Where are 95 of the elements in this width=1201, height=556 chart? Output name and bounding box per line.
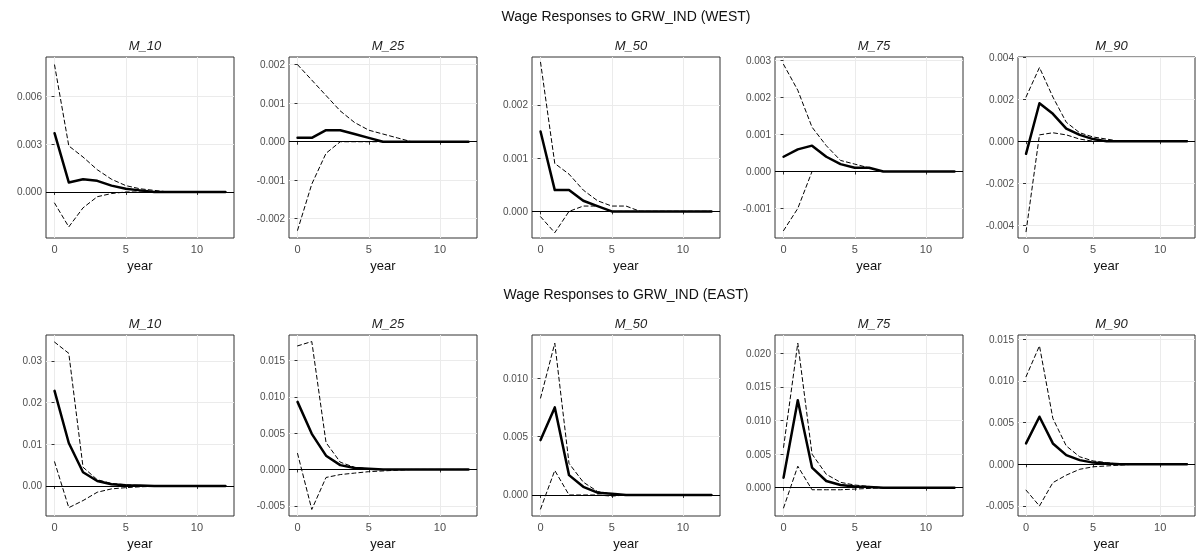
y-tick-label: -0.005 — [256, 500, 286, 512]
x-tick-label: 0 — [1022, 242, 1030, 255]
x-tick-label: 10 — [919, 520, 933, 533]
y-tick-label: 0.01 — [22, 438, 43, 450]
x-axis-title: year — [127, 535, 154, 551]
y-tick-label: 0.002 — [502, 99, 529, 111]
chart-title: M_10 — [128, 316, 163, 331]
chart-title: M_50 — [614, 38, 649, 53]
chart-subtitle: Wage Responses to GRW_IND (EAST) — [503, 286, 749, 302]
y-tick-label: 0.003 — [16, 138, 43, 150]
chart-title: M_10 — [128, 38, 163, 53]
x-tick-label: 5 — [122, 242, 129, 255]
x-tick-label: 5 — [851, 242, 858, 255]
y-tick-label: 0.005 — [259, 427, 286, 439]
y-tick-label: 0.002 — [988, 93, 1015, 105]
x-tick-label: 10 — [190, 520, 204, 533]
x-tick-label: 10 — [676, 520, 690, 533]
x-tick-label: 0 — [537, 242, 544, 255]
y-tick-label: 0.001 — [745, 129, 772, 141]
y-tick-label: 0.000 — [988, 458, 1015, 470]
y-tick-label: 0.005 — [502, 431, 529, 443]
x-tick-label: 10 — [433, 242, 447, 255]
y-tick-label: 0.000 — [259, 463, 286, 475]
x-tick-label: 0 — [51, 520, 58, 533]
y-tick-label: 0.001 — [259, 97, 286, 109]
y-tick-label: 0.006 — [16, 91, 43, 103]
y-tick-label: -0.002 — [256, 213, 286, 225]
chart-title: M_25 — [371, 38, 406, 53]
x-tick-label: 0 — [51, 242, 58, 255]
x-axis-title: year — [856, 535, 883, 551]
y-tick-label: 0.004 — [988, 51, 1015, 63]
x-tick-label: 5 — [608, 242, 615, 255]
x-tick-label: 5 — [851, 520, 858, 533]
x-tick-label: 0 — [780, 520, 787, 533]
x-tick-label: 5 — [1090, 520, 1097, 533]
y-tick-label: 0.015 — [259, 354, 286, 366]
y-tick-label: 0.03 — [22, 355, 43, 367]
y-tick-label: 0.000 — [502, 489, 529, 501]
y-tick-label: 0.005 — [745, 448, 772, 460]
y-tick-label: 0.005 — [988, 417, 1015, 429]
y-tick-label: -0.002 — [985, 177, 1015, 189]
y-tick-label: 0.015 — [745, 381, 772, 393]
x-tick-label: 0 — [1022, 520, 1030, 533]
y-tick-label: 0.000 — [988, 135, 1015, 147]
y-tick-label: -0.004 — [985, 219, 1015, 231]
x-axis-title: year — [1093, 257, 1120, 273]
x-tick-label: 0 — [294, 520, 301, 533]
y-tick-label: 0.000 — [745, 166, 772, 178]
x-tick-label: 5 — [122, 520, 129, 533]
y-tick-label: 0.020 — [745, 347, 772, 359]
x-axis-title: year — [1093, 535, 1120, 551]
y-tick-label: -0.001 — [742, 202, 772, 214]
y-tick-label: 0.003 — [745, 55, 772, 67]
y-tick-label: 0.00 — [22, 480, 43, 492]
y-tick-label: 0.010 — [745, 414, 772, 426]
y-tick-label: -0.005 — [985, 500, 1015, 512]
y-tick-label: -0.001 — [256, 174, 286, 186]
y-tick-label: 0.000 — [259, 136, 286, 148]
y-tick-label: 0.001 — [502, 152, 529, 164]
x-tick-label: 10 — [1154, 242, 1167, 255]
y-tick-label: 0.000 — [502, 205, 529, 217]
x-tick-label: 10 — [190, 242, 204, 255]
x-tick-label: 10 — [433, 520, 447, 533]
x-axis-title: year — [613, 535, 640, 551]
x-tick-label: 0 — [537, 520, 544, 533]
x-tick-label: 0 — [780, 242, 787, 255]
x-tick-label: 10 — [676, 242, 690, 255]
y-tick-label: 0.015 — [988, 333, 1015, 345]
x-axis-title: year — [127, 257, 154, 273]
x-axis-title: year — [613, 257, 640, 273]
x-tick-label: 10 — [1154, 520, 1167, 533]
y-tick-label: 0.000 — [16, 186, 43, 198]
y-tick-label: 0.02 — [22, 397, 43, 409]
x-tick-label: 5 — [608, 520, 615, 533]
x-axis-title: year — [370, 535, 397, 551]
y-tick-label: 0.000 — [745, 482, 772, 494]
chart-subtitle: Wage Responses to GRW_IND (WEST) — [501, 8, 751, 24]
y-tick-label: 0.010 — [988, 375, 1015, 387]
y-tick-label: 0.010 — [502, 372, 529, 384]
x-tick-label: 10 — [919, 242, 933, 255]
y-tick-label: 0.002 — [745, 92, 772, 104]
x-axis-title: year — [856, 257, 883, 273]
chart-title: M_25 — [371, 316, 406, 331]
y-tick-label: 0.002 — [259, 59, 286, 71]
x-tick-label: 0 — [294, 242, 301, 255]
chart-title: M_90 — [1095, 316, 1129, 331]
chart-title: M_50 — [614, 316, 649, 331]
x-tick-label: 5 — [365, 242, 372, 255]
x-tick-label: 5 — [1090, 242, 1097, 255]
x-axis-title: year — [370, 257, 397, 273]
chart-title: M_75 — [857, 316, 892, 331]
chart-title: M_75 — [857, 38, 892, 53]
x-tick-label: 5 — [365, 520, 372, 533]
chart-title: M_90 — [1095, 38, 1129, 53]
y-tick-label: 0.010 — [259, 391, 286, 403]
